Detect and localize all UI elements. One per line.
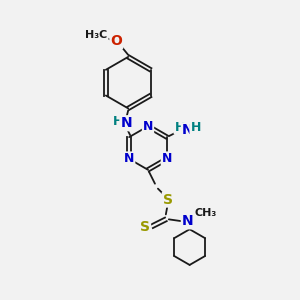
Text: H: H [175,121,185,134]
Text: N: N [124,152,134,165]
Text: S: S [140,220,150,234]
Text: S: S [163,193,173,206]
Text: N: N [182,214,194,228]
Text: H: H [113,115,124,128]
Text: O: O [110,34,122,48]
Text: N: N [143,120,153,133]
Text: N: N [120,116,132,130]
Text: CH₃: CH₃ [194,208,217,218]
Text: H: H [190,121,201,134]
Text: H₃C: H₃C [85,30,108,40]
Text: N: N [162,152,172,165]
Text: N: N [182,123,194,137]
